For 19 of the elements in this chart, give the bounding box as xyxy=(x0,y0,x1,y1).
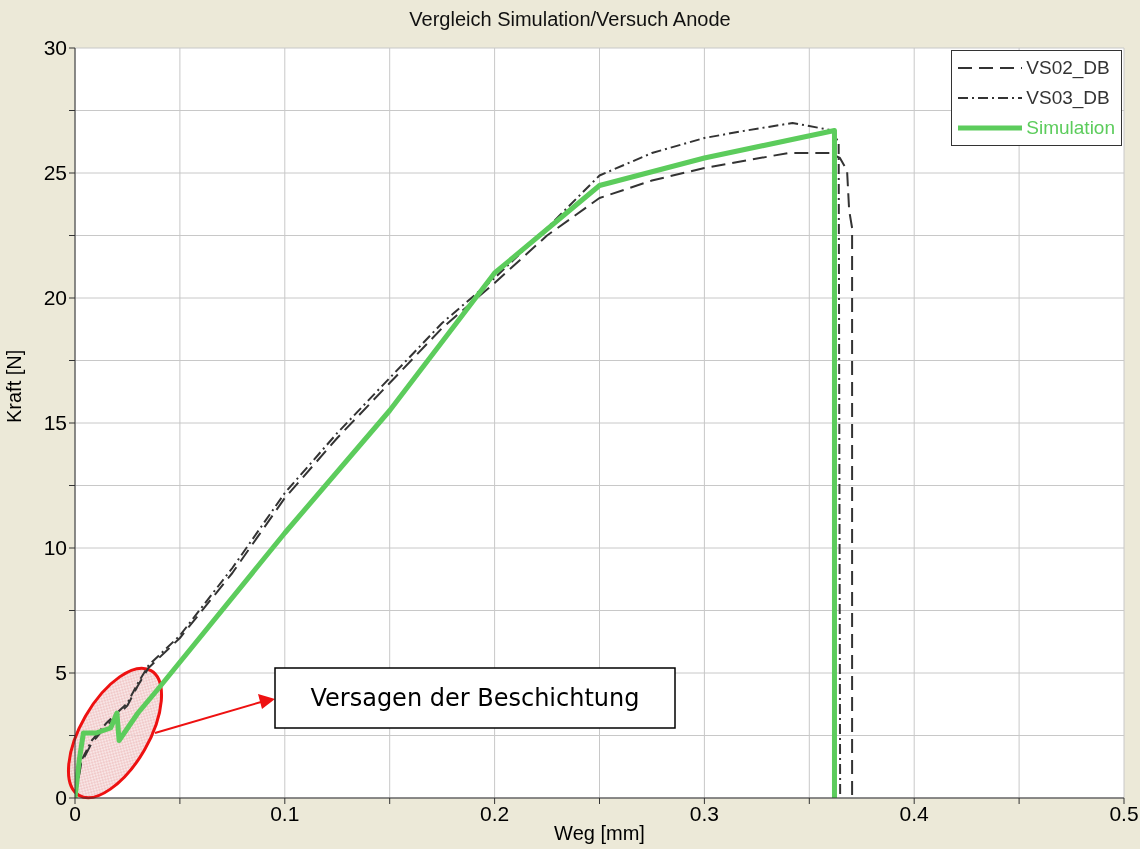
y-tick-label: 10 xyxy=(43,536,67,560)
x-tick-label: 0.5 xyxy=(1109,801,1139,825)
x-tick-label: 0.2 xyxy=(480,801,510,825)
chart-title: Vergleich Simulation/Versuch Anode xyxy=(408,8,732,31)
x-tick-label: 0.3 xyxy=(689,801,719,825)
x-tick-label: 0.4 xyxy=(899,801,930,825)
y-axis-title: Kraft [N] xyxy=(3,349,26,423)
y-tick-label: 5 xyxy=(55,661,67,685)
legend-label: Simulation xyxy=(1026,117,1115,139)
y-tick-label: 25 xyxy=(43,161,67,185)
annotation: Versagen der Beschichtung xyxy=(310,684,640,712)
legend-label: VS02_DB xyxy=(1026,57,1110,79)
y-tick-label: 0 xyxy=(55,786,67,810)
y-tick-label: 15 xyxy=(43,411,67,435)
y-tick-label: 20 xyxy=(43,286,67,310)
y-tick-label: 30 xyxy=(43,36,67,60)
legend-label: VS03_DB xyxy=(1026,87,1110,109)
x-tick-label: 0.1 xyxy=(270,801,300,825)
x-axis-title: Weg [mm] xyxy=(554,822,645,844)
